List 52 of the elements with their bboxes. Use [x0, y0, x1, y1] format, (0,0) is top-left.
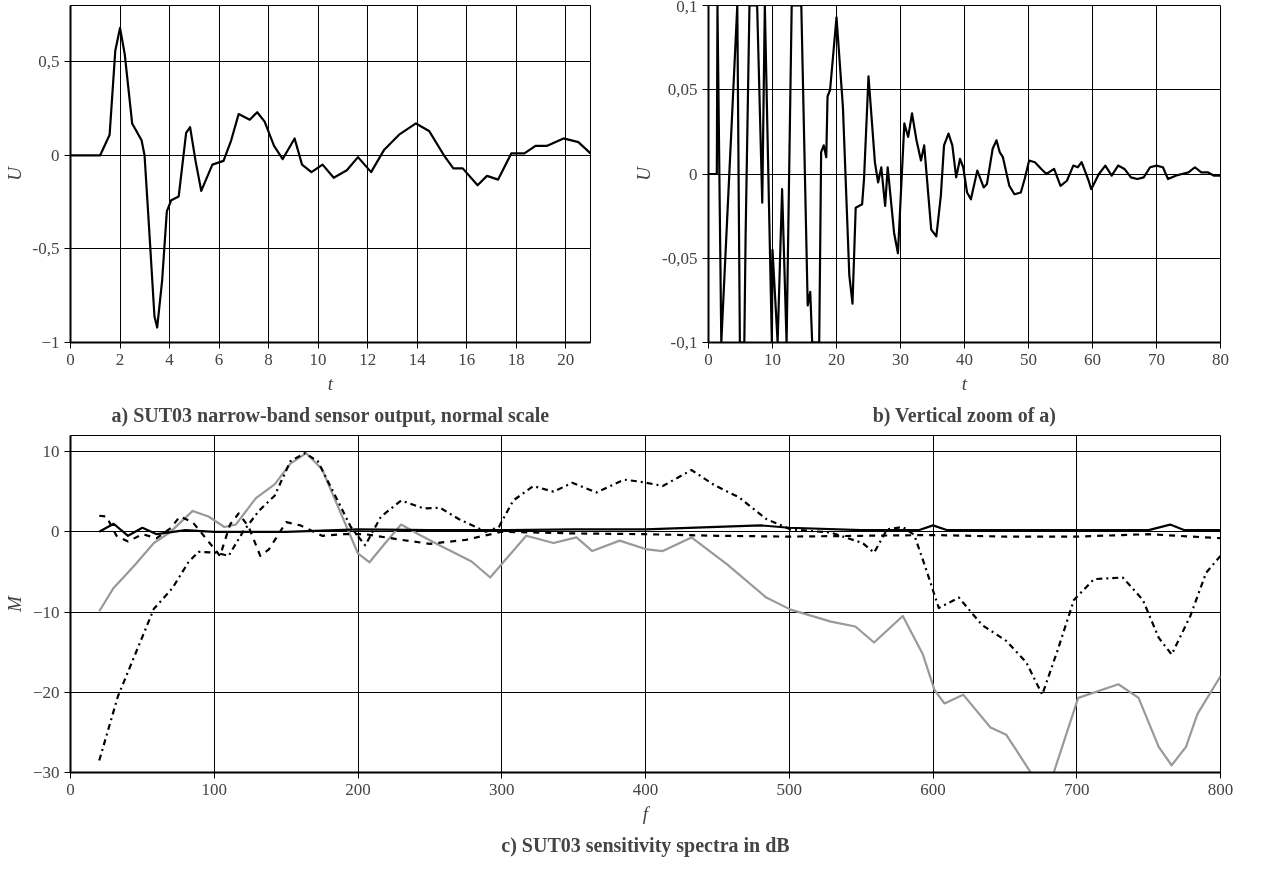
y-axis-title: U [3, 165, 25, 181]
x-tick-label: 800 [1207, 779, 1234, 799]
x-tick-label: 50 [1020, 349, 1037, 369]
y-tick-label: 0,5 [38, 52, 60, 72]
x-tick-label: 6 [214, 349, 224, 369]
x-tick-label: 70 [1148, 349, 1165, 369]
x-tick-label: 60 [1084, 349, 1101, 369]
x-axis-title: f [642, 802, 651, 824]
y-tick-label: -0,05 [662, 248, 698, 268]
y-tick-label: −10 [32, 602, 60, 622]
x-tick-label: 10 [309, 349, 327, 369]
x-tick-label: 10 [764, 349, 781, 369]
x-tick-label: 14 [408, 349, 427, 369]
x-tick-label: 300 [489, 779, 515, 799]
y-tick-label: −30 [32, 763, 60, 782]
x-tick-label: 40 [956, 349, 973, 369]
x-tick-label: 0 [66, 349, 75, 369]
x-tick-label: 100 [201, 779, 227, 799]
x-tick-label: 20 [557, 349, 575, 369]
x-axis-title: t [327, 372, 334, 394]
x-tick-label: 600 [920, 779, 946, 799]
y-tick-label: 0 [51, 145, 60, 165]
x-tick-label: 0 [66, 779, 75, 799]
x-tick-label: 4 [165, 349, 175, 369]
y-tick-label: 0 [689, 164, 698, 184]
x-tick-label: 400 [632, 779, 659, 799]
x-tick-label: 80 [1212, 349, 1229, 369]
y-axis-title: U [633, 165, 655, 181]
x-tick-label: 8 [264, 349, 273, 369]
y-tick-label: -0,1 [670, 333, 698, 352]
x-tick-label: 500 [776, 779, 802, 799]
x-axis-title: t [961, 372, 968, 394]
x-tick-label: 18 [507, 349, 525, 369]
y-tick-label: −1 [41, 333, 60, 352]
x-tick-label: 200 [345, 779, 371, 799]
text: a) SUT03 narrow-band sensor output, normal scale [111, 403, 550, 427]
x-tick-label: 16 [458, 349, 476, 369]
y-tick-label: −20 [32, 682, 60, 702]
y-axis-title: M [3, 594, 25, 613]
x-tick-label: 12 [359, 349, 377, 369]
x-tick-label: 2 [115, 349, 125, 369]
y-tick-label: 0,1 [676, 0, 698, 16]
x-tick-label: 30 [892, 349, 909, 369]
x-tick-label: 20 [828, 349, 845, 369]
y-tick-label: -0,5 [32, 239, 60, 259]
x-tick-label: 0 [704, 349, 713, 369]
text: c) SUT03 sensitivity spectra in dB [501, 833, 790, 857]
x-tick-label: 700 [1064, 779, 1090, 799]
y-tick-label: 0 [51, 522, 60, 542]
text: b) Vertical zoom of a) [872, 403, 1056, 427]
y-tick-label: 10 [42, 442, 60, 462]
y-tick-label: 0,05 [667, 80, 698, 100]
